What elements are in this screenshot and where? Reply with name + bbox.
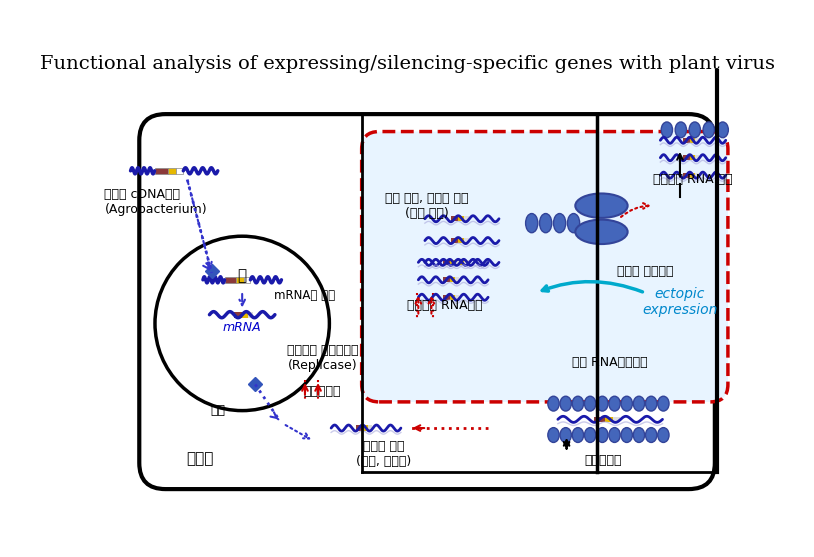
Ellipse shape bbox=[572, 428, 584, 442]
Bar bbox=[458, 260, 464, 265]
Ellipse shape bbox=[646, 428, 657, 442]
Circle shape bbox=[155, 236, 330, 411]
Ellipse shape bbox=[584, 428, 596, 442]
Ellipse shape bbox=[548, 396, 559, 411]
Ellipse shape bbox=[689, 122, 700, 138]
Bar bbox=[356, 426, 362, 431]
Text: 외피타백질: 외피타백질 bbox=[584, 454, 622, 467]
Ellipse shape bbox=[661, 122, 672, 138]
Bar bbox=[451, 216, 458, 221]
Bar bbox=[455, 295, 459, 300]
Bar bbox=[443, 260, 449, 265]
Bar bbox=[244, 277, 251, 283]
Bar bbox=[225, 277, 236, 283]
Bar bbox=[683, 155, 689, 160]
Text: 명징 발현, 세포라 이동
(전신 이동): 명징 발현, 세포라 이동 (전신 이동) bbox=[385, 192, 469, 219]
Bar bbox=[605, 417, 613, 422]
Ellipse shape bbox=[567, 213, 580, 233]
Bar bbox=[155, 168, 168, 174]
Bar bbox=[689, 138, 695, 143]
Bar bbox=[243, 311, 248, 317]
Bar bbox=[695, 173, 699, 178]
Bar bbox=[248, 311, 252, 317]
Ellipse shape bbox=[658, 396, 669, 411]
Bar bbox=[451, 238, 458, 243]
Bar bbox=[443, 295, 449, 300]
Ellipse shape bbox=[658, 428, 669, 442]
Ellipse shape bbox=[575, 219, 628, 244]
Text: 바이러스 RNA 증식: 바이러스 RNA 증식 bbox=[653, 173, 733, 186]
Bar bbox=[594, 417, 605, 422]
Bar bbox=[168, 168, 177, 174]
Bar bbox=[368, 426, 372, 431]
Ellipse shape bbox=[609, 428, 620, 442]
Ellipse shape bbox=[621, 396, 632, 411]
Bar bbox=[683, 173, 689, 178]
Ellipse shape bbox=[548, 428, 559, 442]
Bar bbox=[695, 138, 699, 143]
Text: mRNA로 전사: mRNA로 전사 bbox=[274, 289, 335, 302]
Text: 세포질: 세포질 bbox=[186, 451, 214, 466]
Ellipse shape bbox=[597, 396, 608, 411]
Text: mRNA: mRNA bbox=[223, 321, 261, 334]
Bar bbox=[464, 238, 469, 243]
Ellipse shape bbox=[646, 396, 657, 411]
Bar bbox=[464, 260, 469, 265]
Bar bbox=[683, 138, 689, 143]
Ellipse shape bbox=[560, 428, 571, 442]
Ellipse shape bbox=[675, 122, 686, 138]
Ellipse shape bbox=[633, 396, 645, 411]
Bar bbox=[449, 295, 455, 300]
Bar bbox=[613, 417, 619, 422]
Text: 식물 RNA바이러스: 식물 RNA바이러스 bbox=[572, 356, 648, 369]
Ellipse shape bbox=[572, 396, 584, 411]
Ellipse shape bbox=[554, 213, 566, 233]
Ellipse shape bbox=[621, 428, 632, 442]
Bar bbox=[362, 426, 368, 431]
Text: 핵공: 핵공 bbox=[210, 404, 225, 417]
Bar bbox=[689, 173, 695, 178]
Ellipse shape bbox=[584, 396, 596, 411]
Ellipse shape bbox=[560, 396, 571, 411]
Bar bbox=[449, 260, 455, 265]
Bar bbox=[458, 216, 464, 221]
Bar bbox=[695, 155, 699, 160]
Ellipse shape bbox=[703, 122, 715, 138]
Ellipse shape bbox=[717, 122, 729, 138]
Bar bbox=[689, 155, 695, 160]
Ellipse shape bbox=[575, 193, 628, 218]
Bar bbox=[236, 277, 244, 283]
Bar bbox=[458, 238, 464, 243]
Text: Functional analysis of expressing/silencing-specific genes with plant virus: Functional analysis of expressing/silenc… bbox=[40, 55, 774, 73]
Bar bbox=[234, 311, 243, 317]
Ellipse shape bbox=[540, 213, 552, 233]
Text: 핵: 핵 bbox=[238, 268, 247, 283]
Ellipse shape bbox=[609, 396, 620, 411]
Bar bbox=[451, 260, 458, 265]
Ellipse shape bbox=[597, 428, 608, 442]
Ellipse shape bbox=[633, 428, 645, 442]
Bar bbox=[455, 277, 459, 282]
Bar bbox=[449, 277, 455, 282]
Bar bbox=[455, 260, 459, 265]
Text: 바이러스 RNA증식: 바이러스 RNA증식 bbox=[407, 300, 483, 312]
Text: 식물체 침입
(상처, 매개충): 식물체 침입 (상처, 매개충) bbox=[356, 440, 411, 468]
Text: 바이러스 복제타백질
(Replicase): 바이러스 복제타백질 (Replicase) bbox=[287, 344, 358, 372]
Text: 타백질번역: 타백질번역 bbox=[304, 385, 341, 398]
Text: ectopic
expression: ectopic expression bbox=[642, 286, 718, 317]
Bar bbox=[177, 168, 183, 174]
Bar bbox=[443, 277, 449, 282]
Bar bbox=[464, 216, 469, 221]
FancyBboxPatch shape bbox=[361, 131, 728, 402]
Ellipse shape bbox=[526, 213, 538, 233]
Text: 재조합 cDNA함유
(Agrobacterium): 재조합 cDNA함유 (Agrobacterium) bbox=[104, 188, 207, 216]
Text: 세포라 연락통로: 세포라 연락통로 bbox=[617, 265, 673, 277]
